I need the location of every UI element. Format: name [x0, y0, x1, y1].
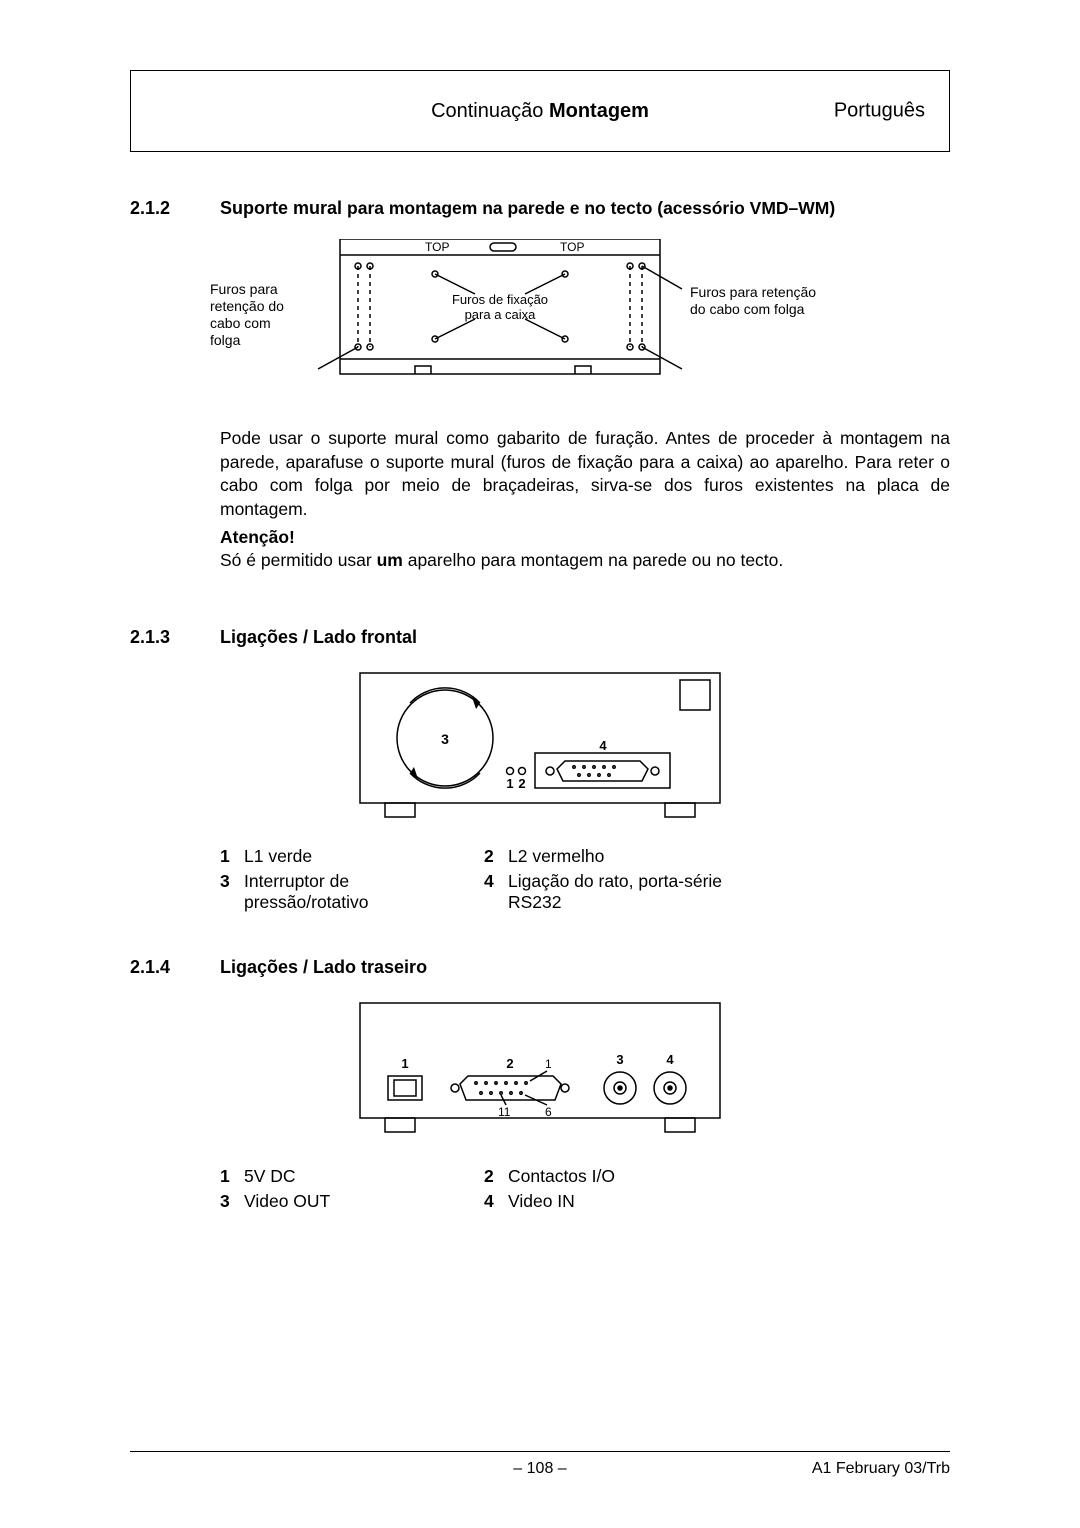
header-language: Português [834, 100, 925, 123]
section-2-1-2-paragraph: Pode usar o suporte mural como gabarito … [220, 427, 950, 522]
rear-label-2: 2 [506, 1056, 513, 1071]
pin-label-6: 6 [545, 1105, 552, 1119]
section-2-1-2-heading: 2.1.2 Suporte mural para montagem na par… [130, 198, 950, 219]
section-number: 2.1.3 [130, 627, 220, 648]
rear-label-3: 3 [616, 1052, 623, 1067]
section-number: 2.1.4 [130, 957, 220, 978]
rear-label-1: 1 [401, 1056, 408, 1071]
rear-label-4: 4 [666, 1052, 674, 1067]
warning-block: Atenção! Só é permitido usar um aparelho… [220, 526, 950, 573]
section-title: Ligações / Lado traseiro [220, 957, 427, 978]
label-top-left: TOP [425, 240, 449, 254]
document-page: Continuação Montagem Português 2.1.2 Sup… [0, 0, 1080, 1528]
legend-text-2: Contactos I/O [508, 1166, 728, 1187]
wall-mount-diagram: TOP TOP [210, 239, 870, 409]
header-center-pre: Continuação [431, 100, 549, 122]
label-top-right: TOP [560, 240, 584, 254]
port-label-4: 4 [599, 738, 607, 753]
legend-num-2: 2 [484, 846, 508, 867]
legend-text-1: L1 verde [244, 846, 444, 867]
front-connections-diagram: 3 1 2 4 [350, 668, 730, 828]
legend-text-3: Video OUT [244, 1191, 444, 1212]
header-center-bold: Montagem [549, 100, 649, 122]
section-title-bold: Suporte mural [220, 198, 347, 218]
center-note-l2: para a caixa [465, 307, 537, 322]
rear-connections-diagram: 1 2 1 6 11 3 4 [350, 998, 730, 1148]
section-2-1-4-legend: 1 5V DC 2 Contactos I/O 3 Video OUT 4 Vi… [220, 1166, 950, 1212]
legend-num-4: 4 [484, 871, 508, 892]
header-center: Continuação Montagem [431, 100, 649, 123]
led-label-2: 2 [518, 776, 525, 791]
legend-text-4: Video IN [508, 1191, 728, 1212]
warning-label: Atenção! [220, 527, 295, 547]
page-header: Continuação Montagem Português [130, 70, 950, 152]
label-right-l1: Furos para retenção [690, 284, 816, 300]
section-title: Suporte mural para montagem na parede e … [220, 198, 835, 219]
label-left-l1: Furos para [210, 281, 278, 297]
section-number: 2.1.2 [130, 198, 220, 219]
knob-label-3: 3 [441, 731, 449, 747]
legend-text-1: 5V DC [244, 1166, 444, 1187]
legend-num-1: 1 [220, 846, 244, 867]
warning-post: aparelho para montagem na parede ou no t… [403, 550, 783, 570]
warning-pre: Só é permitido usar [220, 550, 377, 570]
center-note-l1: Furos de fixação [452, 292, 548, 307]
legend-text-4: Ligação do rato, porta-série RS232 [508, 871, 728, 913]
legend-text-3: Interruptor de pressão/rotativo [244, 871, 444, 913]
label-right-l2: do cabo com folga [690, 301, 805, 317]
footer-revision: A1 February 03/Trb [812, 1460, 950, 1478]
legend-num-3: 3 [220, 871, 244, 892]
section-title-rest: para montagem na parede e no tecto (aces… [347, 198, 835, 218]
legend-num-4: 4 [484, 1191, 508, 1212]
label-left-l2: retenção do [210, 298, 284, 314]
section-2-1-3-heading: 2.1.3 Ligações / Lado frontal [130, 627, 950, 648]
pin-label-11: 11 [498, 1105, 511, 1119]
label-left-l3: cabo com [210, 315, 271, 331]
label-left-l4: folga [210, 332, 241, 348]
section-2-1-4-heading: 2.1.4 Ligações / Lado traseiro [130, 957, 950, 978]
legend-text-2: L2 vermelho [508, 846, 728, 867]
section-2-1-3-legend: 1 L1 verde 2 L2 vermelho 3 Interruptor d… [220, 846, 950, 913]
legend-num-1: 1 [220, 1166, 244, 1187]
led-label-1: 1 [506, 776, 513, 791]
footer-page-number: – 108 – [513, 1460, 566, 1478]
page-footer: – 108 – A1 February 03/Trb [130, 1451, 950, 1478]
section-title: Ligações / Lado frontal [220, 627, 417, 648]
legend-num-3: 3 [220, 1191, 244, 1212]
pin-label-1: 1 [545, 1057, 552, 1071]
warning-bold: um [377, 550, 403, 570]
legend-num-2: 2 [484, 1166, 508, 1187]
